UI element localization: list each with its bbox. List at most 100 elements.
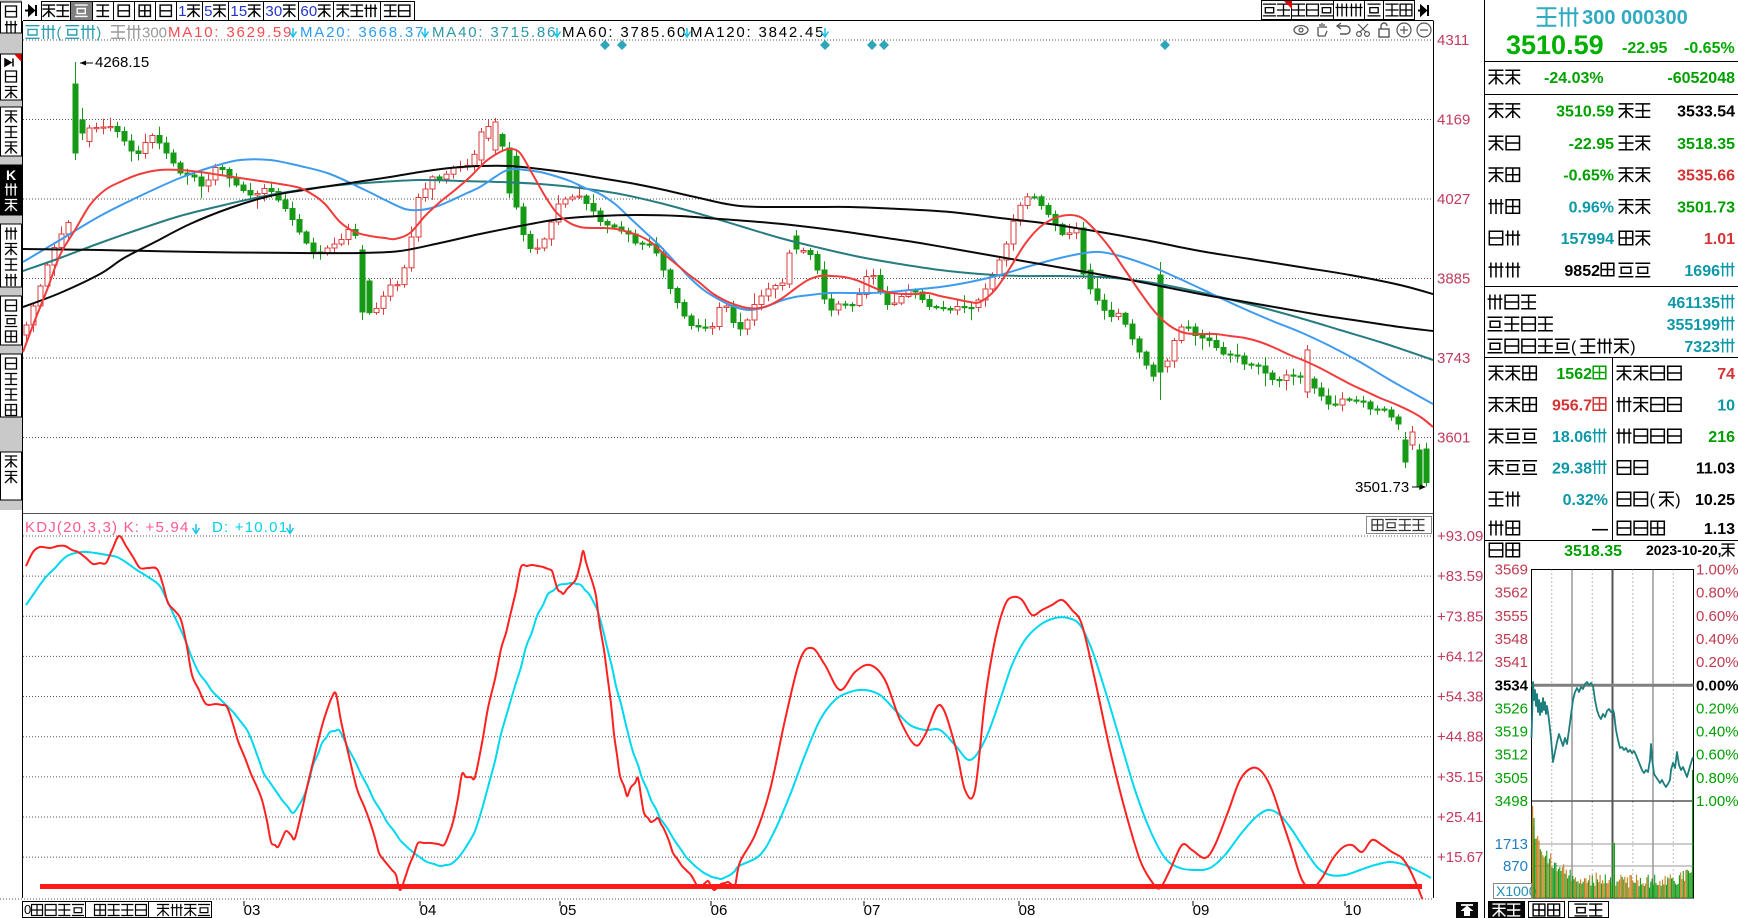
- svg-text:+44.88: +44.88: [1437, 729, 1483, 746]
- svg-text:3518.35: 3518.35: [1564, 543, 1622, 560]
- svg-text:-0.65%: -0.65%: [1684, 40, 1735, 57]
- svg-text:-22.95: -22.95: [1569, 136, 1614, 153]
- svg-text:0.80%: 0.80%: [1696, 770, 1738, 787]
- svg-text:03: 03: [244, 902, 261, 918]
- svg-text:0.40%: 0.40%: [1696, 724, 1738, 741]
- svg-text:KDJ(20,3,3) K: +5.94: KDJ(20,3,3) K: +5.94: [25, 519, 190, 536]
- svg-text:3562: 3562: [1495, 585, 1528, 602]
- svg-text:0: 0: [309, 3, 317, 20]
- svg-text:3535.66: 3535.66: [1677, 168, 1735, 185]
- svg-text:3533.54: 3533.54: [1677, 104, 1735, 121]
- svg-text:MA20: 3668.37: MA20: 3668.37: [300, 24, 425, 41]
- svg-text:3510.59: 3510.59: [1556, 104, 1614, 121]
- svg-text:-0.65%: -0.65%: [1563, 168, 1614, 185]
- svg-text:10: 10: [1717, 398, 1735, 415]
- svg-text:6: 6: [300, 3, 308, 20]
- svg-text:870: 870: [1503, 858, 1528, 875]
- svg-text:+73.85: +73.85: [1437, 608, 1483, 625]
- svg-text:157994: 157994: [1561, 231, 1614, 248]
- svg-text:3498: 3498: [1495, 793, 1528, 810]
- svg-text:MA60: 3785.60: MA60: 3785.60: [562, 24, 687, 41]
- svg-text:(: (: [1571, 339, 1577, 356]
- svg-text:-22.95: -22.95: [1622, 40, 1667, 57]
- svg-text:MA40: 3715.86: MA40: 3715.86: [432, 24, 557, 41]
- svg-text:): ): [96, 24, 101, 41]
- svg-text:0.32%: 0.32%: [1563, 492, 1608, 509]
- svg-text:06: 06: [711, 902, 728, 918]
- svg-text:300: 300: [142, 24, 167, 41]
- svg-text:3601: 3601: [1437, 430, 1470, 447]
- svg-text:+15.67: +15.67: [1437, 849, 1483, 866]
- svg-text:07: 07: [864, 902, 881, 918]
- svg-text:K: K: [6, 167, 16, 183]
- svg-text:+54.38: +54.38: [1437, 689, 1483, 706]
- svg-text:1696: 1696: [1684, 263, 1720, 280]
- svg-text:(: (: [57, 24, 62, 41]
- svg-text:300 000300: 300 000300: [1582, 7, 1688, 29]
- svg-text:1.00%: 1.00%: [1696, 793, 1738, 810]
- svg-text:0: 0: [274, 3, 282, 20]
- svg-text:3512: 3512: [1495, 747, 1528, 764]
- svg-text:3: 3: [265, 3, 273, 20]
- svg-text:2023-10-20,: 2023-10-20,: [1646, 542, 1722, 558]
- svg-text:0.60%: 0.60%: [1696, 608, 1738, 625]
- svg-text:5: 5: [239, 3, 247, 20]
- svg-text:3548: 3548: [1495, 631, 1528, 648]
- svg-text:05: 05: [560, 902, 577, 918]
- svg-text:+35.15: +35.15: [1437, 769, 1483, 786]
- svg-text:+93.09: +93.09: [1437, 528, 1483, 545]
- svg-text:MA10: 3629.59: MA10: 3629.59: [168, 24, 293, 41]
- svg-text:4268.15: 4268.15: [95, 54, 149, 71]
- svg-text:1: 1: [178, 3, 186, 20]
- svg-text:MA120: 3842.45: MA120: 3842.45: [690, 24, 825, 41]
- svg-text:1.00%: 1.00%: [1696, 562, 1738, 579]
- svg-text:08: 08: [1019, 902, 1036, 918]
- svg-text:9852: 9852: [1564, 263, 1600, 280]
- svg-text:956.7: 956.7: [1552, 398, 1592, 415]
- svg-text:-24.03%: -24.03%: [1544, 70, 1604, 87]
- svg-text:1713: 1713: [1495, 836, 1528, 853]
- svg-text:3541: 3541: [1495, 654, 1528, 671]
- svg-text:216: 216: [1708, 429, 1735, 446]
- svg-text:3501.73: 3501.73: [1355, 479, 1409, 496]
- svg-text:0.60%: 0.60%: [1696, 747, 1738, 764]
- svg-text:3510.59: 3510.59: [1506, 30, 1604, 60]
- svg-text:0.96%: 0.96%: [1569, 200, 1614, 217]
- svg-text:3555: 3555: [1495, 608, 1528, 625]
- svg-text:10.25: 10.25: [1695, 492, 1735, 509]
- svg-text:29.38: 29.38: [1552, 461, 1592, 478]
- svg-text:3526: 3526: [1495, 700, 1528, 717]
- svg-text:1562: 1562: [1556, 366, 1592, 383]
- svg-text:0.80%: 0.80%: [1696, 585, 1738, 602]
- svg-text:355199: 355199: [1667, 317, 1720, 334]
- svg-text:+64.12: +64.12: [1437, 648, 1483, 665]
- svg-text:0.20%: 0.20%: [1696, 700, 1738, 717]
- svg-text:3518.35: 3518.35: [1677, 136, 1735, 153]
- svg-text:+25.41: +25.41: [1437, 809, 1483, 826]
- svg-text:0: 0: [24, 902, 31, 917]
- svg-text:-6052048: -6052048: [1667, 70, 1735, 87]
- svg-text:1.13: 1.13: [1704, 521, 1735, 538]
- svg-text:+83.59: +83.59: [1437, 568, 1483, 585]
- svg-text:18.06: 18.06: [1552, 429, 1592, 446]
- svg-text:—: —: [1592, 521, 1608, 538]
- svg-text:0.40%: 0.40%: [1696, 631, 1738, 648]
- svg-text:): ): [1630, 339, 1635, 356]
- svg-text:(: (: [1650, 492, 1656, 509]
- svg-text:5: 5: [204, 3, 212, 20]
- svg-text:1.01: 1.01: [1704, 231, 1735, 248]
- svg-text:1: 1: [230, 3, 238, 20]
- svg-text:3505: 3505: [1495, 770, 1528, 787]
- svg-text:3569: 3569: [1495, 562, 1528, 579]
- svg-text:4027: 4027: [1437, 191, 1470, 208]
- svg-text:X1000: X1000: [1496, 883, 1537, 899]
- svg-text:7323: 7323: [1684, 339, 1720, 356]
- svg-text:3519: 3519: [1495, 724, 1528, 741]
- svg-text:D: +10.01: D: +10.01: [212, 519, 288, 536]
- svg-text:0.00%: 0.00%: [1696, 677, 1738, 694]
- svg-text:3743: 3743: [1437, 350, 1470, 367]
- svg-text:4311: 4311: [1437, 32, 1469, 49]
- svg-text:461135: 461135: [1667, 295, 1720, 312]
- svg-text:3501.73: 3501.73: [1677, 200, 1735, 217]
- svg-text:): ): [1675, 492, 1680, 509]
